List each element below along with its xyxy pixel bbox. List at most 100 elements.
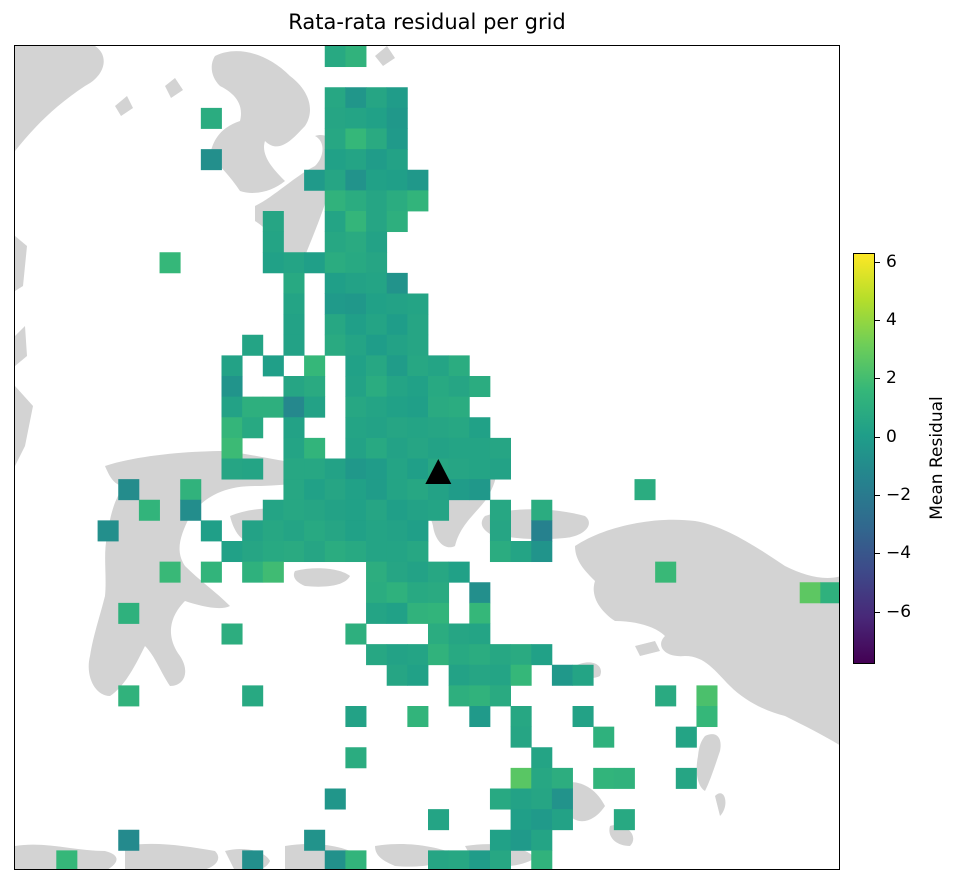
grid-cell bbox=[200, 107, 222, 129]
grid-cell bbox=[345, 747, 367, 769]
grid-cell bbox=[613, 767, 635, 789]
grid-cell bbox=[531, 850, 553, 869]
grid-cell bbox=[366, 582, 388, 604]
grid-cell bbox=[407, 706, 429, 728]
grid-cell bbox=[407, 541, 429, 563]
grid-cell bbox=[366, 128, 388, 150]
grid-cell bbox=[304, 520, 326, 542]
grid-cell bbox=[345, 417, 367, 439]
grid-cell bbox=[159, 252, 181, 274]
map-frame bbox=[14, 45, 840, 870]
colorbar-tick-label: −4 bbox=[886, 543, 912, 564]
grid-cell bbox=[386, 314, 408, 336]
grid-cell bbox=[407, 169, 429, 191]
grid-cell bbox=[180, 479, 202, 501]
grid-cell bbox=[428, 809, 450, 831]
grid-cell bbox=[283, 437, 305, 459]
grid-cell bbox=[366, 520, 388, 542]
grid-cell bbox=[221, 437, 243, 459]
grid-cell bbox=[489, 437, 511, 459]
grid-cell bbox=[469, 376, 491, 398]
grid-cell bbox=[283, 541, 305, 563]
grid-cell bbox=[386, 128, 408, 150]
grid-cell bbox=[469, 458, 491, 480]
colorbar-tick-label: −2 bbox=[886, 484, 912, 505]
grid-cell bbox=[489, 685, 511, 707]
grid-cell bbox=[407, 602, 429, 624]
grid-cell bbox=[428, 582, 450, 604]
landmass-new-guinea bbox=[575, 519, 839, 745]
grid-cell bbox=[407, 582, 429, 604]
grid-cell bbox=[283, 334, 305, 356]
landmass-aru bbox=[696, 734, 726, 816]
colorbar-tick-mark bbox=[875, 320, 880, 322]
grid-cell bbox=[428, 644, 450, 666]
grid-cell bbox=[304, 458, 326, 480]
grid-cell bbox=[489, 788, 511, 810]
grid-cell bbox=[386, 582, 408, 604]
grid-cell bbox=[283, 417, 305, 439]
grid-cell bbox=[407, 190, 429, 212]
grid-cell bbox=[366, 272, 388, 294]
grid-cell bbox=[551, 664, 573, 686]
grid-cell bbox=[345, 850, 367, 869]
colorbar-tick-mark bbox=[875, 436, 880, 438]
grid-cell bbox=[551, 788, 573, 810]
grid-cell bbox=[407, 644, 429, 666]
grid-cell bbox=[345, 314, 367, 336]
grid-cell bbox=[386, 479, 408, 501]
grid-cell bbox=[448, 623, 470, 645]
grid-cell bbox=[283, 458, 305, 480]
grid-cell bbox=[386, 561, 408, 583]
colorbar-tick-mark bbox=[875, 553, 880, 555]
grid-cell bbox=[407, 417, 429, 439]
grid-cell bbox=[324, 211, 346, 233]
grid-cell bbox=[366, 541, 388, 563]
grid-cell bbox=[304, 479, 326, 501]
grid-cell bbox=[655, 561, 677, 583]
grid-cell bbox=[345, 293, 367, 315]
grid-cell bbox=[428, 850, 450, 869]
grid-cell bbox=[304, 829, 326, 851]
grid-cell bbox=[366, 396, 388, 418]
grid-cell bbox=[345, 355, 367, 377]
grid-cell bbox=[407, 561, 429, 583]
grid-cell bbox=[510, 788, 532, 810]
grid-cell bbox=[200, 520, 222, 542]
grid-cell bbox=[407, 520, 429, 542]
grid-cell bbox=[489, 644, 511, 666]
grid-cell bbox=[469, 850, 491, 869]
grid-cell bbox=[510, 541, 532, 563]
grid-cell bbox=[324, 520, 346, 542]
grid-cell bbox=[366, 458, 388, 480]
grid-cell bbox=[489, 829, 511, 851]
grid-cell bbox=[366, 293, 388, 315]
grid-cell bbox=[469, 685, 491, 707]
grid-cell bbox=[696, 685, 718, 707]
grid-cell bbox=[428, 355, 450, 377]
grid-cell bbox=[428, 437, 450, 459]
grid-cell bbox=[324, 169, 346, 191]
grid-cell bbox=[118, 685, 140, 707]
grid-cell bbox=[469, 582, 491, 604]
colorbar-tick-label: 6 bbox=[886, 251, 897, 272]
grid-cell bbox=[262, 541, 284, 563]
grid-cell bbox=[593, 767, 615, 789]
grid-cell bbox=[345, 169, 367, 191]
grid-cell bbox=[448, 664, 470, 686]
colorbar-tick-label: 4 bbox=[886, 310, 897, 331]
grid-cell bbox=[469, 644, 491, 666]
grid-cell bbox=[366, 190, 388, 212]
grid-cell bbox=[469, 706, 491, 728]
grid-cell bbox=[531, 541, 553, 563]
colorbar-tick-label: 2 bbox=[886, 368, 897, 389]
grid-cell bbox=[613, 809, 635, 831]
grid-cell bbox=[97, 520, 119, 542]
grid-cell bbox=[324, 107, 346, 129]
grid-cell bbox=[345, 107, 367, 129]
grid-cell bbox=[366, 437, 388, 459]
grid-cell bbox=[386, 190, 408, 212]
grid-cell bbox=[324, 458, 346, 480]
grid-cell bbox=[448, 396, 470, 418]
grid-cell bbox=[489, 850, 511, 869]
